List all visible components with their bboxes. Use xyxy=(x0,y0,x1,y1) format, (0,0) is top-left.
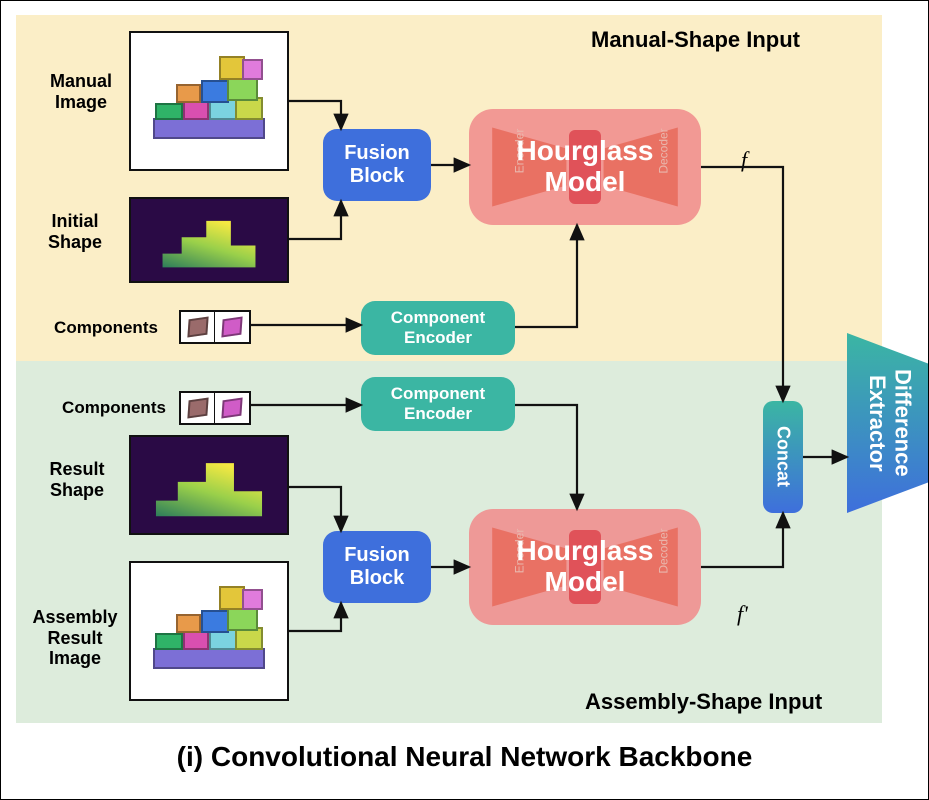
block-compenc_bot: ComponentEncoder xyxy=(361,377,515,431)
difference-extractor-label: DifferenceExtractor xyxy=(847,333,929,513)
block-fusion_top: FusionBlock xyxy=(323,129,431,201)
input-result_shape xyxy=(129,435,289,535)
label-components_top: Components xyxy=(51,318,161,338)
f-label-top: f xyxy=(741,147,747,173)
components-bot xyxy=(179,391,251,425)
label-components_bot: Components xyxy=(59,398,169,418)
zone-title-top: Manual-Shape Input xyxy=(591,27,800,53)
hourglass-bot-title: HourglassModel xyxy=(469,509,701,625)
figure-caption: (i) Convolutional Neural Network Backbon… xyxy=(1,741,928,773)
difference-extractor: DifferenceExtractor xyxy=(847,333,929,513)
label-manual_image: ManualImage xyxy=(41,71,121,112)
concat-block: Concat xyxy=(763,401,803,513)
hourglass-bot: EncoderDecoderHourglassModel xyxy=(469,509,701,625)
hourglass-top-title: HourglassModel xyxy=(469,109,701,225)
block-fusion_bot: FusionBlock xyxy=(323,531,431,603)
input-manual_image xyxy=(129,31,289,171)
zone-title-bottom: Assembly-Shape Input xyxy=(585,689,822,715)
f-label-bot: f' xyxy=(737,601,748,627)
label-result_shape: ResultShape xyxy=(37,459,117,500)
label-initial_shape: InitialShape xyxy=(35,211,115,252)
components-top xyxy=(179,310,251,344)
label-assembly_image: AssemblyResultImage xyxy=(25,607,125,669)
hourglass-top: EncoderDecoderHourglassModel xyxy=(469,109,701,225)
input-assembly_image xyxy=(129,561,289,701)
diagram-canvas: Manual-Shape Input Assembly-Shape Input Ma… xyxy=(0,0,929,800)
block-compenc_top: ComponentEncoder xyxy=(361,301,515,355)
input-initial_shape xyxy=(129,197,289,283)
